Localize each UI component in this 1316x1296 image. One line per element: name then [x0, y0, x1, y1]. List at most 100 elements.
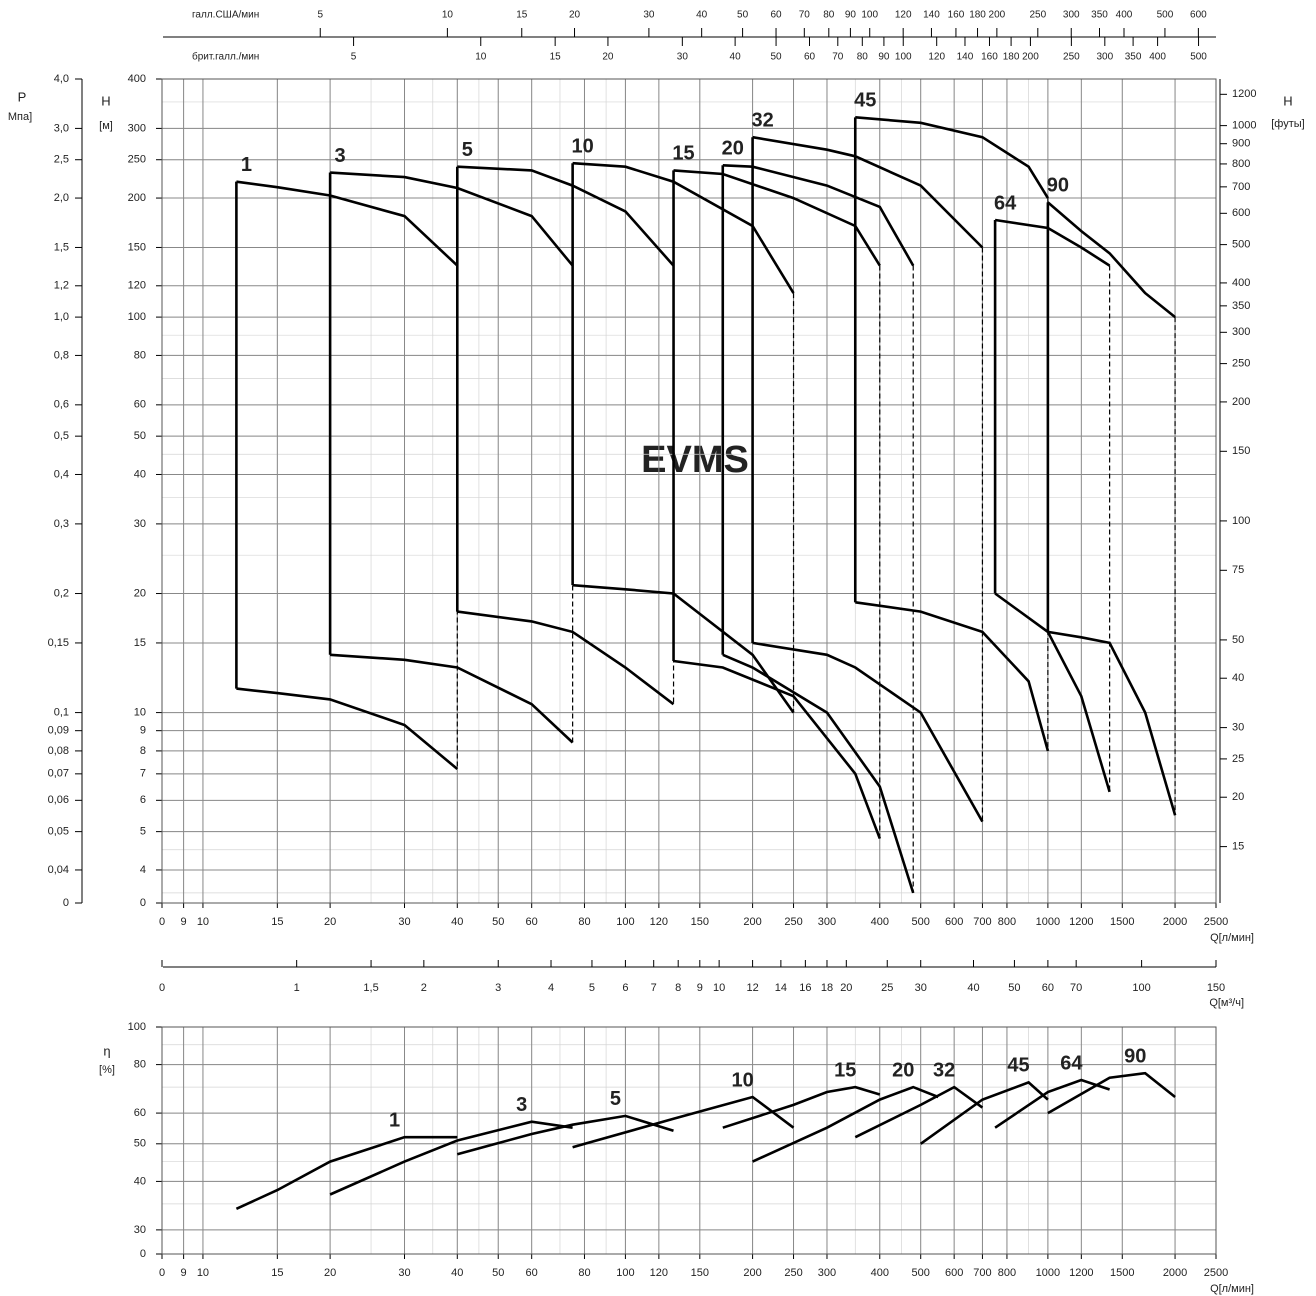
curve-label: 90	[1047, 175, 1069, 197]
x-tick-label: 0	[159, 916, 165, 928]
y2-tick-label: 350	[1232, 300, 1250, 312]
x-tick-label: 700	[973, 1267, 991, 1279]
x-tick-label: 100	[616, 1267, 634, 1279]
p-tick-label: 3,0	[54, 122, 69, 134]
y-tick-label: 80	[134, 1059, 146, 1071]
x-tick-label: 120	[650, 1267, 668, 1279]
eff-axis-unit: [%]	[99, 1064, 115, 1076]
curve-label: 90	[1124, 1046, 1146, 1068]
gallon-tick-label: 10	[442, 10, 454, 21]
x-tick-label: 600	[945, 1267, 963, 1279]
gallon-tick-label: 100	[861, 10, 878, 21]
p-tick-label: 0,8	[54, 349, 69, 361]
y2-tick-label: 250	[1232, 358, 1250, 370]
p-tick-label: 0,15	[48, 637, 69, 649]
curve	[855, 116, 1050, 199]
p-tick-label: 0,08	[48, 745, 69, 757]
y-tick-label: 20	[134, 587, 146, 599]
curve	[752, 135, 984, 249]
curve-label: 3	[516, 1094, 527, 1116]
m3h-tick-label: 4	[548, 982, 554, 994]
curve	[722, 1085, 881, 1129]
gallon-tick-label: 350	[1125, 52, 1142, 63]
gallon-tick-label: 160	[948, 10, 965, 21]
x-tick-label: 1000	[1036, 1267, 1060, 1279]
x-tick-label: 9	[181, 916, 187, 928]
y2-tick-label: 15	[1232, 841, 1244, 853]
x-tick-label: 2000	[1163, 916, 1187, 928]
gallon-tick-label: 100	[895, 52, 912, 63]
y-tick-label: 7	[140, 768, 146, 780]
p-axis-unit: Mпa]	[8, 111, 32, 123]
x-tick-label: 15	[271, 1267, 283, 1279]
curve-min	[994, 592, 1111, 793]
y-tick-label: 150	[128, 241, 146, 253]
x-tick-label: 1000	[1036, 916, 1060, 928]
curve-label: 32	[933, 1059, 955, 1081]
curve	[854, 1085, 984, 1139]
y-tick-label: 6	[140, 794, 146, 806]
curve	[456, 1114, 674, 1156]
x-tick-label: 80	[578, 1267, 590, 1279]
x-tick-label: 300	[818, 1267, 836, 1279]
m3h-tick-label: 9	[697, 982, 703, 994]
curve	[330, 171, 574, 267]
x-tick-label: 1500	[1110, 916, 1134, 928]
y2-tick-label: 40	[1232, 672, 1244, 684]
gallon-tick-label: 300	[1063, 10, 1080, 21]
curve-min	[752, 641, 984, 823]
gallon-tick-label: 120	[928, 52, 945, 63]
p-tick-label: 0,2	[54, 587, 69, 599]
curve-label: 64	[1060, 1052, 1083, 1074]
y-tick-label: 9	[140, 725, 146, 737]
gallon-tick-label: 20	[569, 10, 581, 21]
plot-frame	[161, 1026, 1217, 1255]
p-tick-label: 0,05	[48, 826, 69, 838]
x-tick-label: 50	[492, 916, 504, 928]
curve	[457, 165, 675, 267]
gallon-tick-label: 40	[696, 10, 708, 21]
p-tick-label: 0,4	[54, 468, 69, 480]
curve-label: 3	[335, 145, 346, 167]
curve-label: 1	[241, 154, 252, 176]
x-tick-label: 200	[743, 916, 761, 928]
gallon-tick-label: 90	[845, 10, 857, 21]
curve-label: 10	[731, 1069, 753, 1091]
m3h-tick-label: 10	[713, 982, 725, 994]
x-tick-label: 500	[912, 1267, 930, 1279]
y2-tick-label: 400	[1232, 277, 1250, 289]
gallon-tick-label: 30	[677, 52, 689, 63]
x-tick-label: 80	[578, 916, 590, 928]
gallon-tick-label: 20	[602, 52, 614, 63]
gallon-tick-label: 500	[1190, 52, 1207, 63]
m3h-tick-label: 25	[881, 982, 893, 994]
y2-tick-label: 1200	[1232, 88, 1256, 100]
gallon-tick-label: 250	[1029, 10, 1046, 21]
x-tick-label: 400	[871, 1267, 889, 1279]
curve	[919, 1080, 1049, 1145]
y-tick-label: 400	[128, 73, 146, 85]
m3h-tick-label: 40	[967, 982, 979, 994]
y2-tick-label: 800	[1232, 158, 1250, 170]
x-tick-label: 15	[271, 916, 283, 928]
curve	[235, 1135, 458, 1210]
m3h-tick-label: 0	[159, 982, 165, 994]
p-tick-label: 0,1	[54, 706, 69, 718]
m3h-tick-label: 100	[1132, 982, 1150, 994]
y-tick-label: 60	[134, 399, 146, 411]
x-tick-label: 1500	[1110, 1267, 1134, 1279]
x-axis-label: Q[л/мин]	[1210, 1283, 1254, 1295]
curve-label: 10	[572, 135, 594, 157]
x-tick-label: 150	[691, 916, 709, 928]
y-tick-label: 5	[140, 826, 146, 838]
m3h-tick-label: 12	[746, 982, 758, 994]
curve	[1047, 201, 1176, 319]
gallon-axis-label: брит.галл./мин	[192, 51, 259, 63]
p-tick-label: 4,0	[54, 73, 69, 85]
y-tick-label: 100	[128, 1021, 146, 1033]
gallon-tick-label: 70	[799, 10, 811, 21]
m3h-axis-label: Q[м³/ч]	[1209, 997, 1244, 1009]
m3h-tick-label: 16	[799, 982, 811, 994]
gallon-tick-label: 5	[351, 52, 357, 63]
